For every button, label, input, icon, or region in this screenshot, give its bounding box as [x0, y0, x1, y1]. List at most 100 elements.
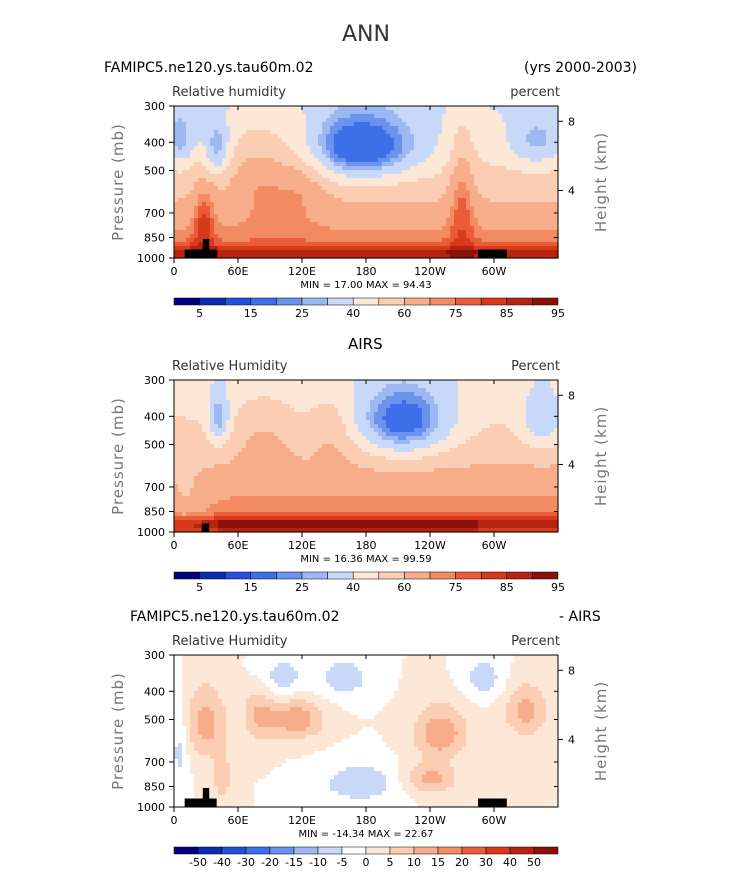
field-cell: [430, 130, 435, 135]
field-cell: [534, 206, 539, 211]
field-cell: [342, 110, 347, 115]
field-cell: [286, 428, 291, 433]
field-cell: [326, 388, 331, 393]
field-cell: [522, 142, 527, 147]
field-cell: [174, 234, 179, 239]
field-cell: [398, 150, 403, 155]
field-cell: [498, 190, 503, 195]
field-cell: [314, 420, 319, 425]
field-cell: [410, 122, 415, 127]
field-cell: [534, 222, 539, 227]
field-cell: [438, 190, 443, 195]
field-cell: [538, 408, 543, 413]
field-cell: [206, 110, 211, 115]
field-cell: [234, 150, 239, 155]
field-cell: [418, 392, 423, 397]
field-cell: [370, 416, 375, 421]
field-cell: [274, 420, 279, 425]
field-cell: [378, 110, 383, 115]
field-cell: [518, 424, 523, 429]
field-cell: [410, 246, 415, 251]
field-cell: [378, 408, 383, 413]
field-cell: [302, 110, 307, 115]
field-cell: [322, 146, 327, 151]
field-cell: [226, 396, 231, 401]
field-cell: [202, 432, 207, 437]
field-cell: [366, 222, 371, 227]
field-cell: [554, 218, 559, 223]
field-cell: [358, 126, 363, 131]
field-cell: [238, 250, 243, 255]
field-cell: [374, 174, 379, 179]
field-cell: [530, 222, 535, 227]
field-cell: [306, 190, 311, 195]
field-cell: [374, 198, 379, 203]
field-cell: [346, 214, 351, 219]
field-cell: [326, 106, 331, 111]
field-cell: [418, 150, 423, 155]
field-cell: [446, 194, 451, 199]
field-cell: [382, 214, 387, 219]
field-cell: [270, 246, 275, 251]
field-cell: [214, 134, 219, 139]
field-cell: [186, 432, 191, 437]
field-cell: [338, 226, 343, 231]
field-cell: [234, 206, 239, 211]
field-cell: [198, 182, 203, 187]
field-cell: [434, 134, 439, 139]
field-cell: [278, 106, 283, 111]
field-cell: [366, 178, 371, 183]
field-cell: [202, 130, 207, 135]
field-cell: [414, 408, 419, 413]
field-cell: [294, 182, 299, 187]
field-cell: [474, 134, 479, 139]
field-cell: [526, 222, 531, 227]
field-cell: [458, 392, 463, 397]
field-cell: [242, 178, 247, 183]
field-cell: [250, 110, 255, 115]
field-cell: [510, 174, 515, 179]
field-cell: [422, 392, 427, 397]
field-cell: [478, 114, 483, 119]
field-cell: [438, 230, 443, 235]
field-cell: [414, 126, 419, 131]
field-cell: [230, 186, 235, 191]
field-cell: [534, 408, 539, 413]
field-cell: [354, 254, 359, 259]
field-cell: [242, 380, 247, 385]
field-cell: [466, 412, 471, 417]
field-cell: [258, 174, 263, 179]
field-cell: [446, 214, 451, 219]
field-cell: [190, 238, 195, 243]
field-cell: [270, 222, 275, 227]
field-cell: [454, 174, 459, 179]
field-cell: [194, 206, 199, 211]
field-cell: [358, 424, 363, 429]
field-cell: [418, 242, 423, 247]
field-cell: [494, 214, 499, 219]
field-cell: [462, 158, 467, 163]
field-cell: [194, 190, 199, 195]
field-cell: [494, 110, 499, 115]
field-cell: [182, 416, 187, 421]
field-cell: [366, 210, 371, 215]
field-cell: [370, 178, 375, 183]
field-cell: [434, 214, 439, 219]
field-cell: [514, 194, 519, 199]
field-cell: [458, 400, 463, 405]
field-cell: [510, 380, 515, 385]
field-cell: [474, 158, 479, 163]
field-cell: [426, 384, 431, 389]
field-cell: [466, 146, 471, 151]
field-cell: [178, 194, 183, 199]
field-cell: [190, 392, 195, 397]
field-cell: [298, 182, 303, 187]
field-cell: [422, 230, 427, 235]
field-cell: [522, 214, 527, 219]
field-cell: [274, 404, 279, 409]
field-cell: [318, 222, 323, 227]
field-cell: [390, 408, 395, 413]
field-cell: [326, 222, 331, 227]
field-cell: [322, 250, 327, 255]
field-cell: [458, 190, 463, 195]
